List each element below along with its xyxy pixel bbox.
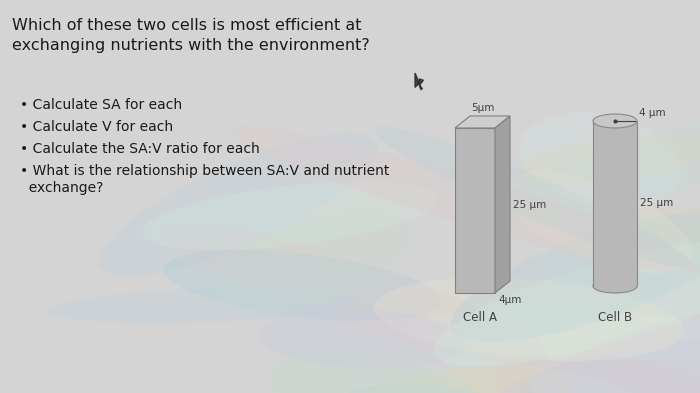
Text: • What is the relationship between SA:V and nutrient
  exchange?: • What is the relationship between SA:V … <box>20 164 389 195</box>
Ellipse shape <box>490 353 700 393</box>
Ellipse shape <box>451 211 700 342</box>
Ellipse shape <box>593 114 637 128</box>
Text: • Calculate the SA:V ratio for each: • Calculate the SA:V ratio for each <box>20 142 260 156</box>
Text: • Calculate V for each: • Calculate V for each <box>20 120 173 134</box>
Text: 4μm: 4μm <box>498 295 522 305</box>
Text: 25 μm: 25 μm <box>513 200 546 209</box>
Text: Which of these two cells is most efficient at
exchanging nutrients with the envi: Which of these two cells is most efficie… <box>12 18 370 53</box>
Text: 25 μm: 25 μm <box>640 198 673 209</box>
Polygon shape <box>415 73 424 90</box>
Ellipse shape <box>48 288 360 323</box>
Ellipse shape <box>518 133 700 186</box>
Ellipse shape <box>163 250 442 321</box>
Ellipse shape <box>142 181 438 250</box>
Ellipse shape <box>519 112 681 208</box>
Bar <box>593 121 637 286</box>
Ellipse shape <box>330 365 571 393</box>
Ellipse shape <box>211 211 412 314</box>
Ellipse shape <box>316 383 498 393</box>
Polygon shape <box>455 116 510 128</box>
Ellipse shape <box>410 309 700 361</box>
Text: • Calculate SA for each: • Calculate SA for each <box>20 98 182 112</box>
Text: 4 μm: 4 μm <box>639 108 666 118</box>
Ellipse shape <box>375 127 690 267</box>
Ellipse shape <box>509 309 700 393</box>
Ellipse shape <box>160 223 550 364</box>
Ellipse shape <box>258 309 466 369</box>
Ellipse shape <box>593 279 637 293</box>
Polygon shape <box>495 116 510 293</box>
Ellipse shape <box>469 86 700 231</box>
Text: Cell B: Cell B <box>598 311 632 324</box>
Text: 5μm: 5μm <box>471 103 494 113</box>
Ellipse shape <box>490 338 700 393</box>
Ellipse shape <box>268 349 512 393</box>
Text: Cell A: Cell A <box>463 311 497 324</box>
Ellipse shape <box>231 126 700 274</box>
Bar <box>455 128 495 293</box>
Ellipse shape <box>594 205 700 258</box>
Ellipse shape <box>374 277 684 361</box>
Ellipse shape <box>503 171 693 274</box>
Ellipse shape <box>433 240 700 366</box>
Ellipse shape <box>99 133 378 276</box>
Ellipse shape <box>532 372 676 393</box>
